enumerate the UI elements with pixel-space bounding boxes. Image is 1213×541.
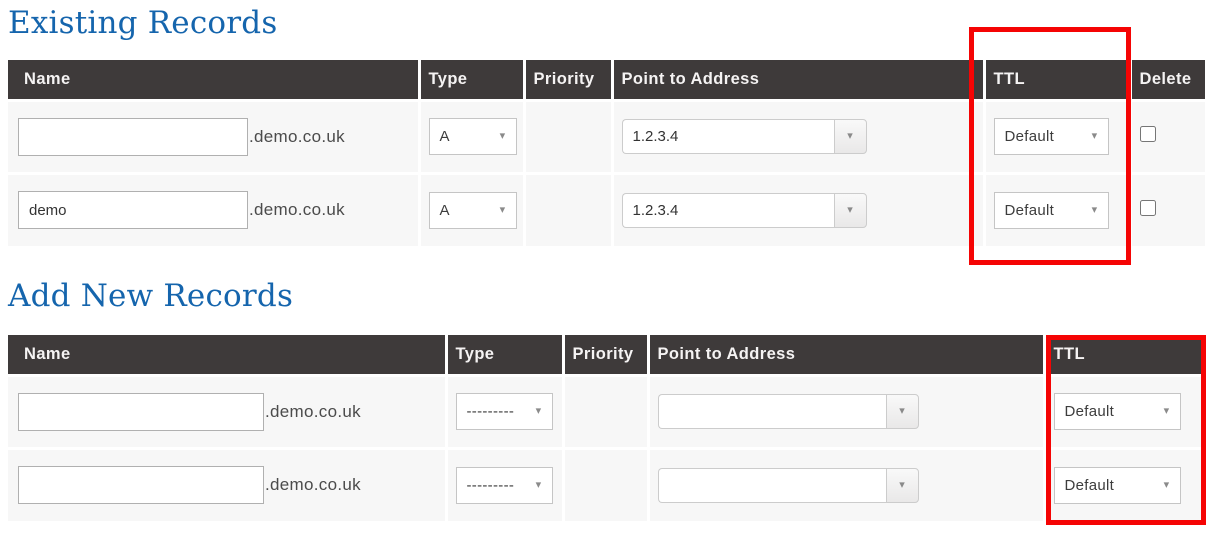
chevron-down-icon: ▾ (1163, 405, 1170, 417)
priority-cell (524, 98, 614, 173)
address-dropdown-button[interactable]: ▾ (833, 192, 867, 228)
chevron-down-icon: ▾ (535, 405, 542, 417)
type-select[interactable]: A ▾ (428, 191, 517, 229)
existing-header-row: Name Type Priority Point to Address TTL … (8, 60, 1205, 100)
delete-cell (1130, 171, 1205, 246)
address-dropdown-button[interactable]: ▾ (885, 394, 919, 429)
address-input[interactable] (657, 394, 886, 429)
address-cell: ▾ (648, 373, 1046, 448)
address-dropdown-button[interactable]: ▾ (833, 119, 867, 154)
ttl-select-value: Default (1064, 476, 1115, 494)
ttl-select[interactable]: Default ▾ (1053, 466, 1181, 504)
add-new-records-table: Name Type Priority Point to Address TTL … (8, 335, 1205, 521)
ttl-select-value: Default (1004, 201, 1055, 219)
col-header-priority: Priority (524, 60, 614, 100)
address-input[interactable] (621, 192, 834, 228)
address-cell: ▾ (612, 98, 986, 173)
col-header-type: Type (446, 335, 565, 375)
address-input[interactable] (621, 119, 834, 154)
delete-checkbox[interactable] (1139, 199, 1156, 216)
existing-record-row: .demo.co.uk A ▾ ▾ (8, 171, 1205, 246)
chevron-down-icon: ▾ (847, 130, 853, 142)
type-select-value: --------- (466, 476, 515, 494)
address-combobox: ▾ (657, 394, 919, 429)
priority-cell (524, 171, 614, 246)
col-header-delete: Delete (1130, 60, 1205, 100)
add-new-header-row: Name Type Priority Point to Address TTL (8, 335, 1205, 375)
ttl-cell: Default ▾ (1044, 373, 1205, 448)
type-select[interactable]: A ▾ (428, 118, 517, 155)
name-input[interactable] (18, 117, 248, 156)
address-cell: ▾ (612, 171, 986, 246)
existing-records-title: Existing Records (8, 5, 278, 41)
add-new-record-row: .demo.co.uk --------- ▾ ▾ (8, 373, 1205, 448)
type-select[interactable]: --------- ▾ (455, 466, 553, 504)
ttl-select[interactable]: Default ▾ (1053, 393, 1181, 430)
name-input[interactable] (18, 466, 264, 505)
name-input[interactable] (18, 392, 264, 431)
chevron-down-icon: ▾ (847, 203, 853, 216)
type-select[interactable]: --------- ▾ (455, 393, 553, 430)
name-cell: .demo.co.uk (8, 98, 421, 173)
chevron-down-icon: ▾ (899, 478, 905, 491)
existing-record-row: .demo.co.uk A ▾ ▾ (8, 98, 1205, 173)
chevron-down-icon: ▾ (1091, 130, 1098, 142)
domain-suffix: .demo.co.uk (265, 475, 361, 495)
col-header-point-to-address: Point to Address (612, 60, 986, 100)
name-cell: .demo.co.uk (8, 373, 448, 448)
type-cell: --------- ▾ (446, 373, 565, 448)
add-new-record-row: .demo.co.uk --------- ▾ ▾ (8, 446, 1205, 521)
domain-suffix: .demo.co.uk (249, 200, 345, 220)
delete-cell (1130, 98, 1205, 173)
address-combobox: ▾ (657, 467, 919, 503)
col-header-name: Name (8, 60, 421, 100)
address-dropdown-button[interactable]: ▾ (885, 467, 919, 503)
type-cell: --------- ▾ (446, 446, 565, 521)
chevron-down-icon: ▾ (499, 203, 506, 216)
col-header-ttl: TTL (984, 60, 1132, 100)
domain-suffix: .demo.co.uk (249, 126, 345, 146)
ttl-cell: Default ▾ (984, 98, 1132, 173)
type-cell: A ▾ (419, 171, 526, 246)
type-cell: A ▾ (419, 98, 526, 173)
priority-cell (563, 373, 650, 448)
col-header-ttl: TTL (1044, 335, 1205, 375)
ttl-select[interactable]: Default ▾ (993, 118, 1109, 155)
address-input[interactable] (657, 467, 886, 503)
col-header-point-to-address: Point to Address (648, 335, 1046, 375)
ttl-select[interactable]: Default ▾ (993, 191, 1109, 229)
priority-cell (563, 446, 650, 521)
existing-records-table: Name Type Priority Point to Address TTL … (8, 60, 1205, 246)
name-input[interactable] (18, 191, 248, 230)
ttl-cell: Default ▾ (984, 171, 1132, 246)
domain-suffix: .demo.co.uk (265, 401, 361, 421)
type-select-value: A (439, 128, 450, 145)
type-select-value: A (439, 201, 450, 219)
add-new-records-title: Add New Records (8, 278, 294, 314)
ttl-cell: Default ▾ (1044, 446, 1205, 521)
address-combobox: ▾ (621, 192, 867, 228)
col-header-type: Type (419, 60, 526, 100)
address-combobox: ▾ (621, 119, 867, 154)
chevron-down-icon: ▾ (1091, 203, 1098, 216)
chevron-down-icon: ▾ (499, 130, 506, 142)
chevron-down-icon: ▾ (899, 405, 905, 417)
chevron-down-icon: ▾ (1163, 478, 1170, 491)
chevron-down-icon: ▾ (535, 478, 542, 491)
ttl-select-value: Default (1004, 128, 1055, 145)
col-header-priority: Priority (563, 335, 650, 375)
ttl-select-value: Default (1064, 403, 1115, 420)
type-select-value: --------- (466, 403, 515, 420)
delete-checkbox[interactable] (1139, 126, 1156, 142)
name-cell: .demo.co.uk (8, 446, 448, 521)
name-cell: .demo.co.uk (8, 171, 421, 246)
address-cell: ▾ (648, 446, 1046, 521)
col-header-name: Name (8, 335, 448, 375)
